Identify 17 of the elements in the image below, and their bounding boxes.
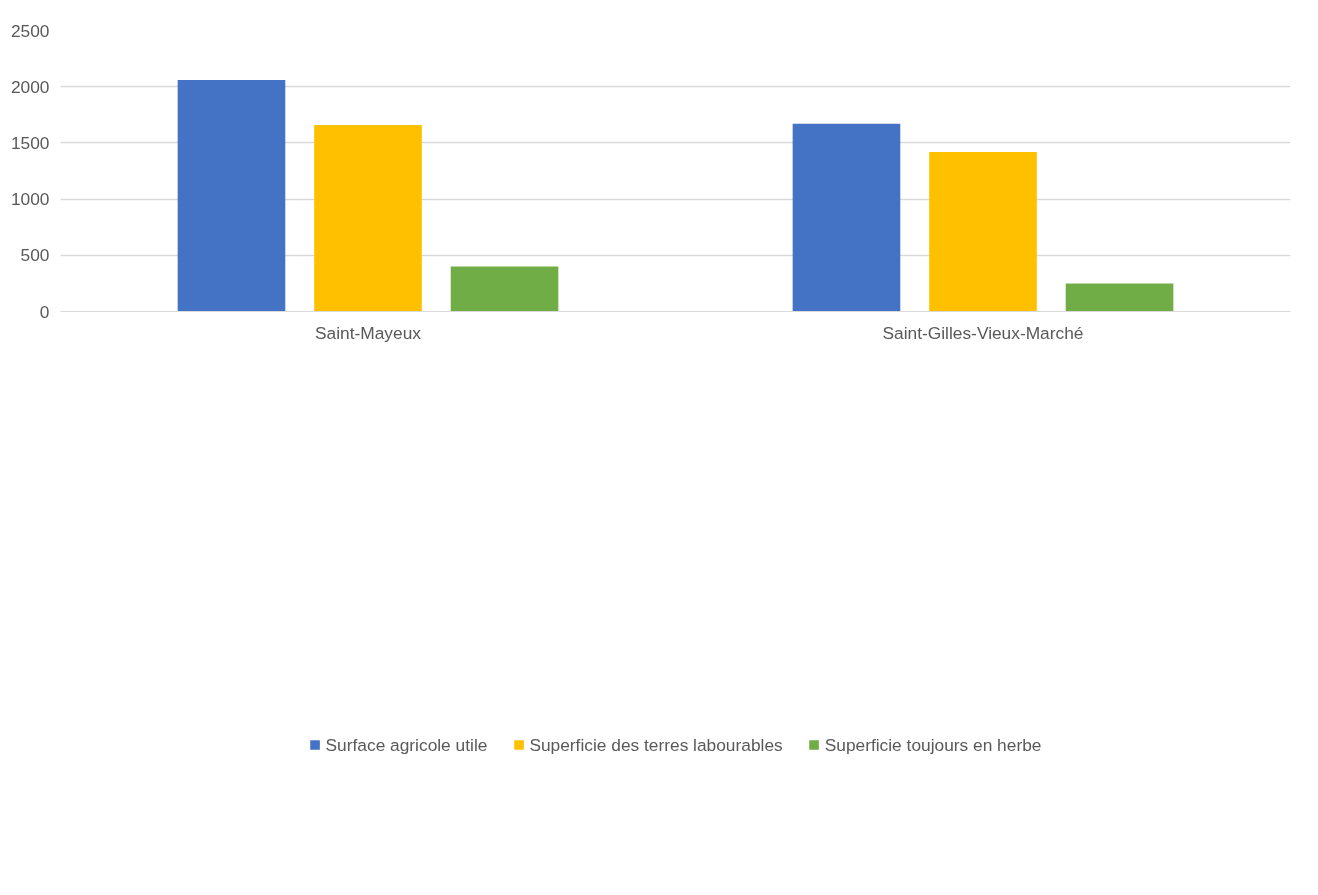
x-tick-label: Saint-Mayeux — [315, 322, 422, 343]
y-tick-label: 1000 — [10, 189, 50, 210]
y-tick-label: 2500 — [10, 20, 50, 41]
bar — [792, 123, 901, 312]
bar — [450, 266, 559, 312]
legend-label: Superficie des terres labourables — [529, 734, 783, 756]
y-tick-label: 1500 — [10, 132, 50, 153]
y-tick-label: 0 — [39, 301, 50, 322]
bar — [314, 124, 422, 312]
bar — [177, 79, 286, 312]
legend-label: Surface agricole utile — [325, 734, 488, 756]
y-tick-label: 500 — [20, 245, 50, 266]
y-tick-label: 2000 — [10, 76, 50, 97]
bar — [929, 151, 1037, 312]
bar — [1065, 283, 1174, 312]
legend-label: Superficie toujours en herbe — [824, 734, 1042, 756]
x-tick-label: Saint-Gilles-Vieux-Marché — [882, 322, 1084, 343]
